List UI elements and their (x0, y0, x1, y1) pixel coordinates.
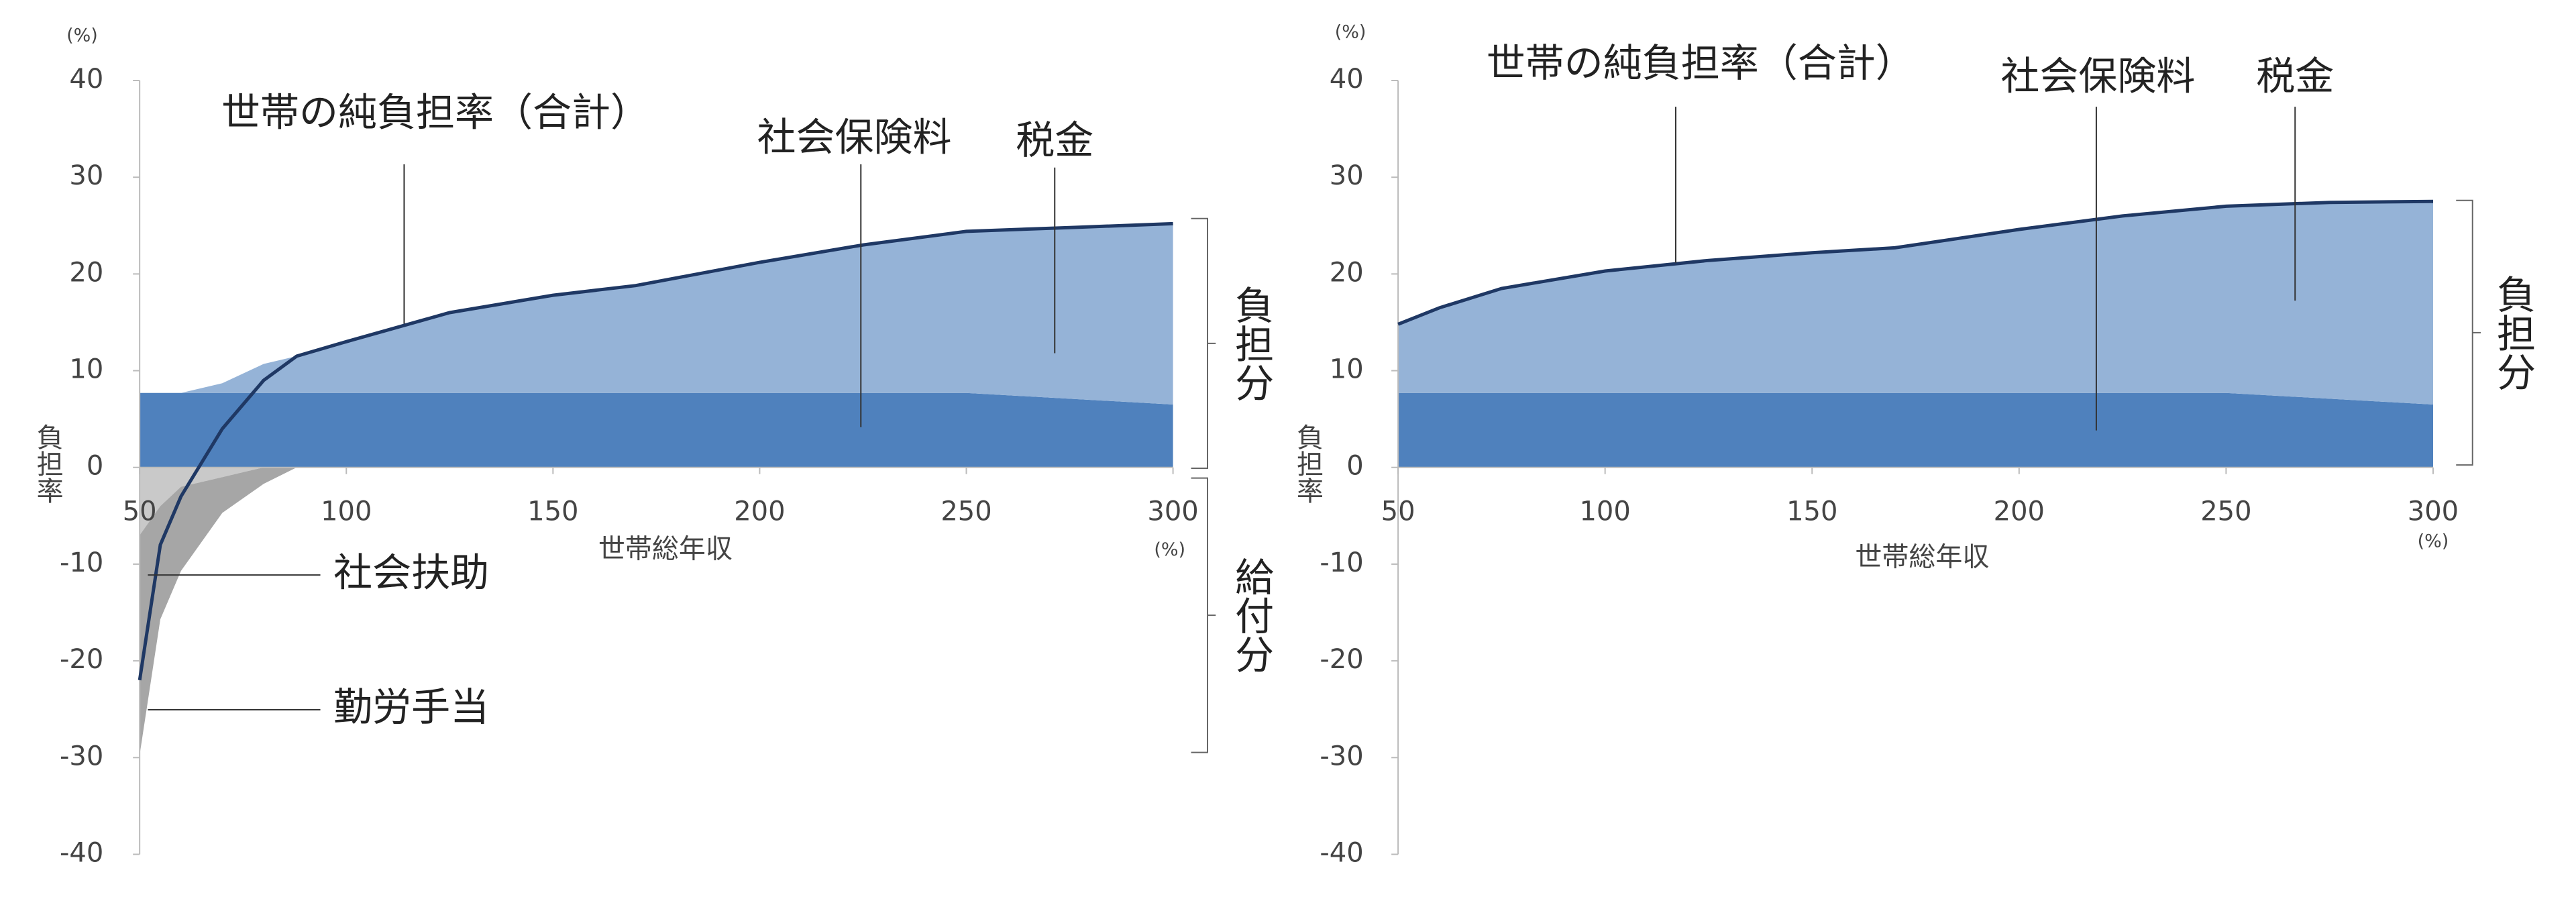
y-tick-label: -40 (1320, 837, 1363, 868)
series-label: 勤労手当 (333, 684, 489, 730)
x-tick-label: 300 (2408, 496, 2459, 527)
x-tick-label: 200 (734, 496, 785, 527)
areas (140, 223, 1173, 755)
y-tick-label: -10 (1320, 547, 1363, 578)
y-tick-label: -20 (60, 644, 103, 675)
y-tick-label: 0 (87, 451, 103, 482)
bracket-label: 負担分 (2490, 274, 2536, 391)
area (140, 392, 1173, 468)
x-tick-label: 300 (1147, 496, 1198, 527)
area (140, 223, 1173, 405)
y-tick-label: 0 (1346, 451, 1363, 482)
y-tick-label: -20 (1320, 644, 1363, 675)
x-axis-label: 世帯総年収 (1855, 542, 1989, 573)
chart: -40 -30 -20 -10 0 10 20 30 40 50 100 150 200 250 300 (%… (32, 25, 1275, 868)
x-tick-label: 250 (2200, 496, 2251, 527)
series-label: 社会保険料 (2000, 54, 2195, 99)
area (1398, 201, 2433, 405)
net-line (138, 221, 1173, 681)
x-tick-label: 100 (321, 496, 372, 527)
x-unit: (%) (1154, 539, 1185, 560)
series-label: 社会保険料 (757, 114, 951, 160)
series-label: 社会扶助 (333, 549, 489, 595)
y-tick-label: 30 (1330, 160, 1364, 191)
x-unit: (%) (2418, 531, 2449, 552)
bracket (1191, 217, 1216, 469)
x-tick-label: 150 (1786, 496, 1837, 527)
x-tick-label: 50 (123, 496, 157, 527)
y-tick-label: 30 (69, 160, 103, 191)
chart: -40 -30 -20 -10 0 10 20 30 40 50 100 150 200 250 300 (%… (1292, 21, 2536, 868)
x-tick-label: 250 (941, 496, 991, 527)
series-label: 税金 (1016, 117, 1093, 163)
y-tick-label: -30 (60, 741, 103, 771)
y-tick-label: 40 (69, 64, 103, 95)
y-unit: (%) (66, 25, 98, 46)
y-axis-label: 負担率 (1292, 423, 1323, 504)
y-tick-label: 10 (69, 354, 103, 385)
y-tick-label: -40 (60, 837, 103, 868)
bracket-label: 給付分 (1228, 557, 1274, 674)
x-axis-label: 世帯総年収 (598, 533, 733, 564)
bracket-label: 負担分 (1228, 285, 1274, 402)
x-tick-label: 100 (1579, 496, 1630, 527)
area (1398, 392, 2433, 468)
area (140, 467, 1173, 755)
y-tick-label: 20 (69, 257, 103, 288)
y-tick-label: 20 (1330, 257, 1364, 288)
y-tick-label: -10 (60, 547, 103, 578)
series-label: 世帯の純負担率（合計） (221, 90, 649, 136)
x-tick-label: 200 (1994, 496, 2045, 527)
y-tick-label: 10 (1330, 354, 1364, 385)
area (140, 467, 1173, 535)
y-axis-label: 負担率 (32, 423, 63, 504)
x-tick-label: 150 (527, 496, 578, 527)
x-tick-label: 50 (1381, 496, 1415, 527)
bracket (2456, 199, 2481, 466)
y-tick-label: -30 (1320, 741, 1363, 771)
net-line (1397, 199, 2434, 326)
y-tick-label: 40 (1330, 64, 1364, 95)
series-label: 税金 (2256, 54, 2334, 99)
bracket (1191, 477, 1216, 753)
areas (1398, 201, 2433, 468)
y-unit: (%) (1335, 21, 1366, 42)
series-label: 世帯の純負担率（合計） (1487, 40, 1915, 86)
